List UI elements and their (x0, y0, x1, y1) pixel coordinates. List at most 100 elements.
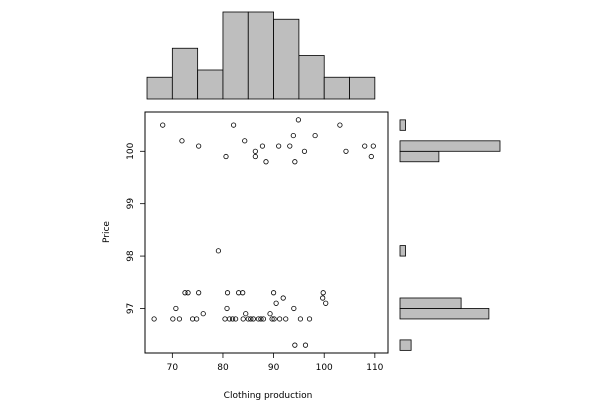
data-point (230, 122, 237, 128)
data-point (224, 305, 230, 312)
data-point (276, 143, 282, 149)
data-point (259, 143, 266, 149)
data-point (252, 153, 258, 160)
data-point (306, 316, 313, 322)
y-tick-label: 100 (126, 142, 136, 159)
x-tick-label: 80 (217, 363, 229, 373)
data-point (292, 342, 298, 348)
x-tick: 80 (217, 353, 229, 373)
data-point (260, 316, 267, 322)
data-point (258, 316, 264, 322)
data-point (248, 316, 254, 322)
data-point (263, 159, 269, 165)
data-point (269, 316, 275, 322)
data-point (224, 290, 231, 296)
data-point (277, 316, 283, 322)
data-point (170, 316, 176, 322)
y-tick: 100 (126, 142, 145, 160)
data-point (295, 117, 301, 123)
data-point (160, 122, 166, 128)
data-point (280, 295, 286, 301)
data-point (287, 143, 293, 149)
x-tick-label: 70 (167, 363, 179, 373)
y-histogram-bar (399, 245, 406, 257)
x-histogram-bar (171, 47, 199, 100)
data-point (290, 132, 296, 139)
data-point (242, 138, 248, 144)
x-histogram-bar (222, 11, 249, 100)
y-marginal-histogram (399, 119, 501, 351)
plot-frame (144, 111, 389, 354)
y-axis: 97 98 99 100 (126, 142, 146, 314)
data-point (252, 148, 258, 154)
y-tick: 99 (126, 198, 145, 209)
y-tick-label: 98 (126, 250, 136, 262)
y-histogram-bar (399, 140, 501, 152)
data-point (312, 132, 318, 139)
y-tick: 97 (126, 303, 145, 314)
y-histogram-bar (399, 339, 412, 351)
data-point (182, 290, 188, 296)
data-point (243, 311, 249, 317)
data-point (223, 153, 229, 160)
data-point (185, 290, 191, 296)
x-tick: 110 (366, 353, 384, 373)
x-histogram-bar (349, 76, 376, 100)
x-tick-label: 90 (268, 363, 280, 373)
data-point (250, 316, 256, 322)
data-point (291, 305, 297, 312)
data-point (245, 316, 251, 322)
data-point (292, 159, 298, 165)
x-histogram-bar (247, 11, 274, 100)
x-histogram-bar (323, 76, 350, 100)
data-point (320, 295, 326, 301)
data-point (226, 316, 233, 322)
data-point (343, 148, 349, 154)
y-axis-label: Price (102, 221, 112, 243)
x-tick-label: 110 (366, 363, 383, 373)
data-point (176, 316, 183, 322)
data-point (229, 316, 236, 322)
x-histogram-bar (197, 69, 224, 100)
data-point (151, 316, 157, 322)
data-point (370, 143, 376, 149)
y-tick: 98 (126, 250, 145, 262)
data-point (283, 316, 289, 322)
data-point (267, 311, 273, 317)
y-histogram-bar (399, 150, 440, 163)
scatter-points (151, 117, 376, 348)
y-tick-label: 97 (126, 303, 136, 314)
data-point (196, 290, 202, 296)
data-point (273, 300, 279, 306)
x-tick: 90 (268, 353, 280, 373)
x-tick-label: 100 (316, 363, 333, 373)
data-point (270, 290, 277, 296)
data-point (194, 316, 200, 322)
data-point (222, 316, 228, 322)
data-point (240, 290, 246, 296)
data-point (297, 316, 304, 322)
x-marginal-histogram (146, 11, 376, 100)
data-point (323, 300, 329, 306)
data-point (215, 248, 222, 254)
data-point (320, 290, 326, 296)
x-histogram-bar (273, 18, 300, 100)
data-point (302, 342, 309, 348)
data-point (337, 122, 343, 128)
x-histogram-bar (146, 76, 173, 100)
data-point (362, 143, 368, 149)
x-tick: 70 (167, 353, 179, 373)
data-point (255, 316, 261, 322)
data-point (368, 153, 374, 160)
data-point (271, 316, 277, 322)
data-point (233, 316, 239, 322)
x-axis-label: Clothing production (224, 391, 313, 400)
data-point (179, 138, 185, 144)
y-histogram-bar (399, 308, 490, 320)
data-point (196, 143, 202, 149)
data-point (240, 316, 246, 322)
data-point (200, 311, 206, 317)
x-tick: 100 (316, 353, 333, 373)
x-histogram-bar (298, 55, 325, 100)
